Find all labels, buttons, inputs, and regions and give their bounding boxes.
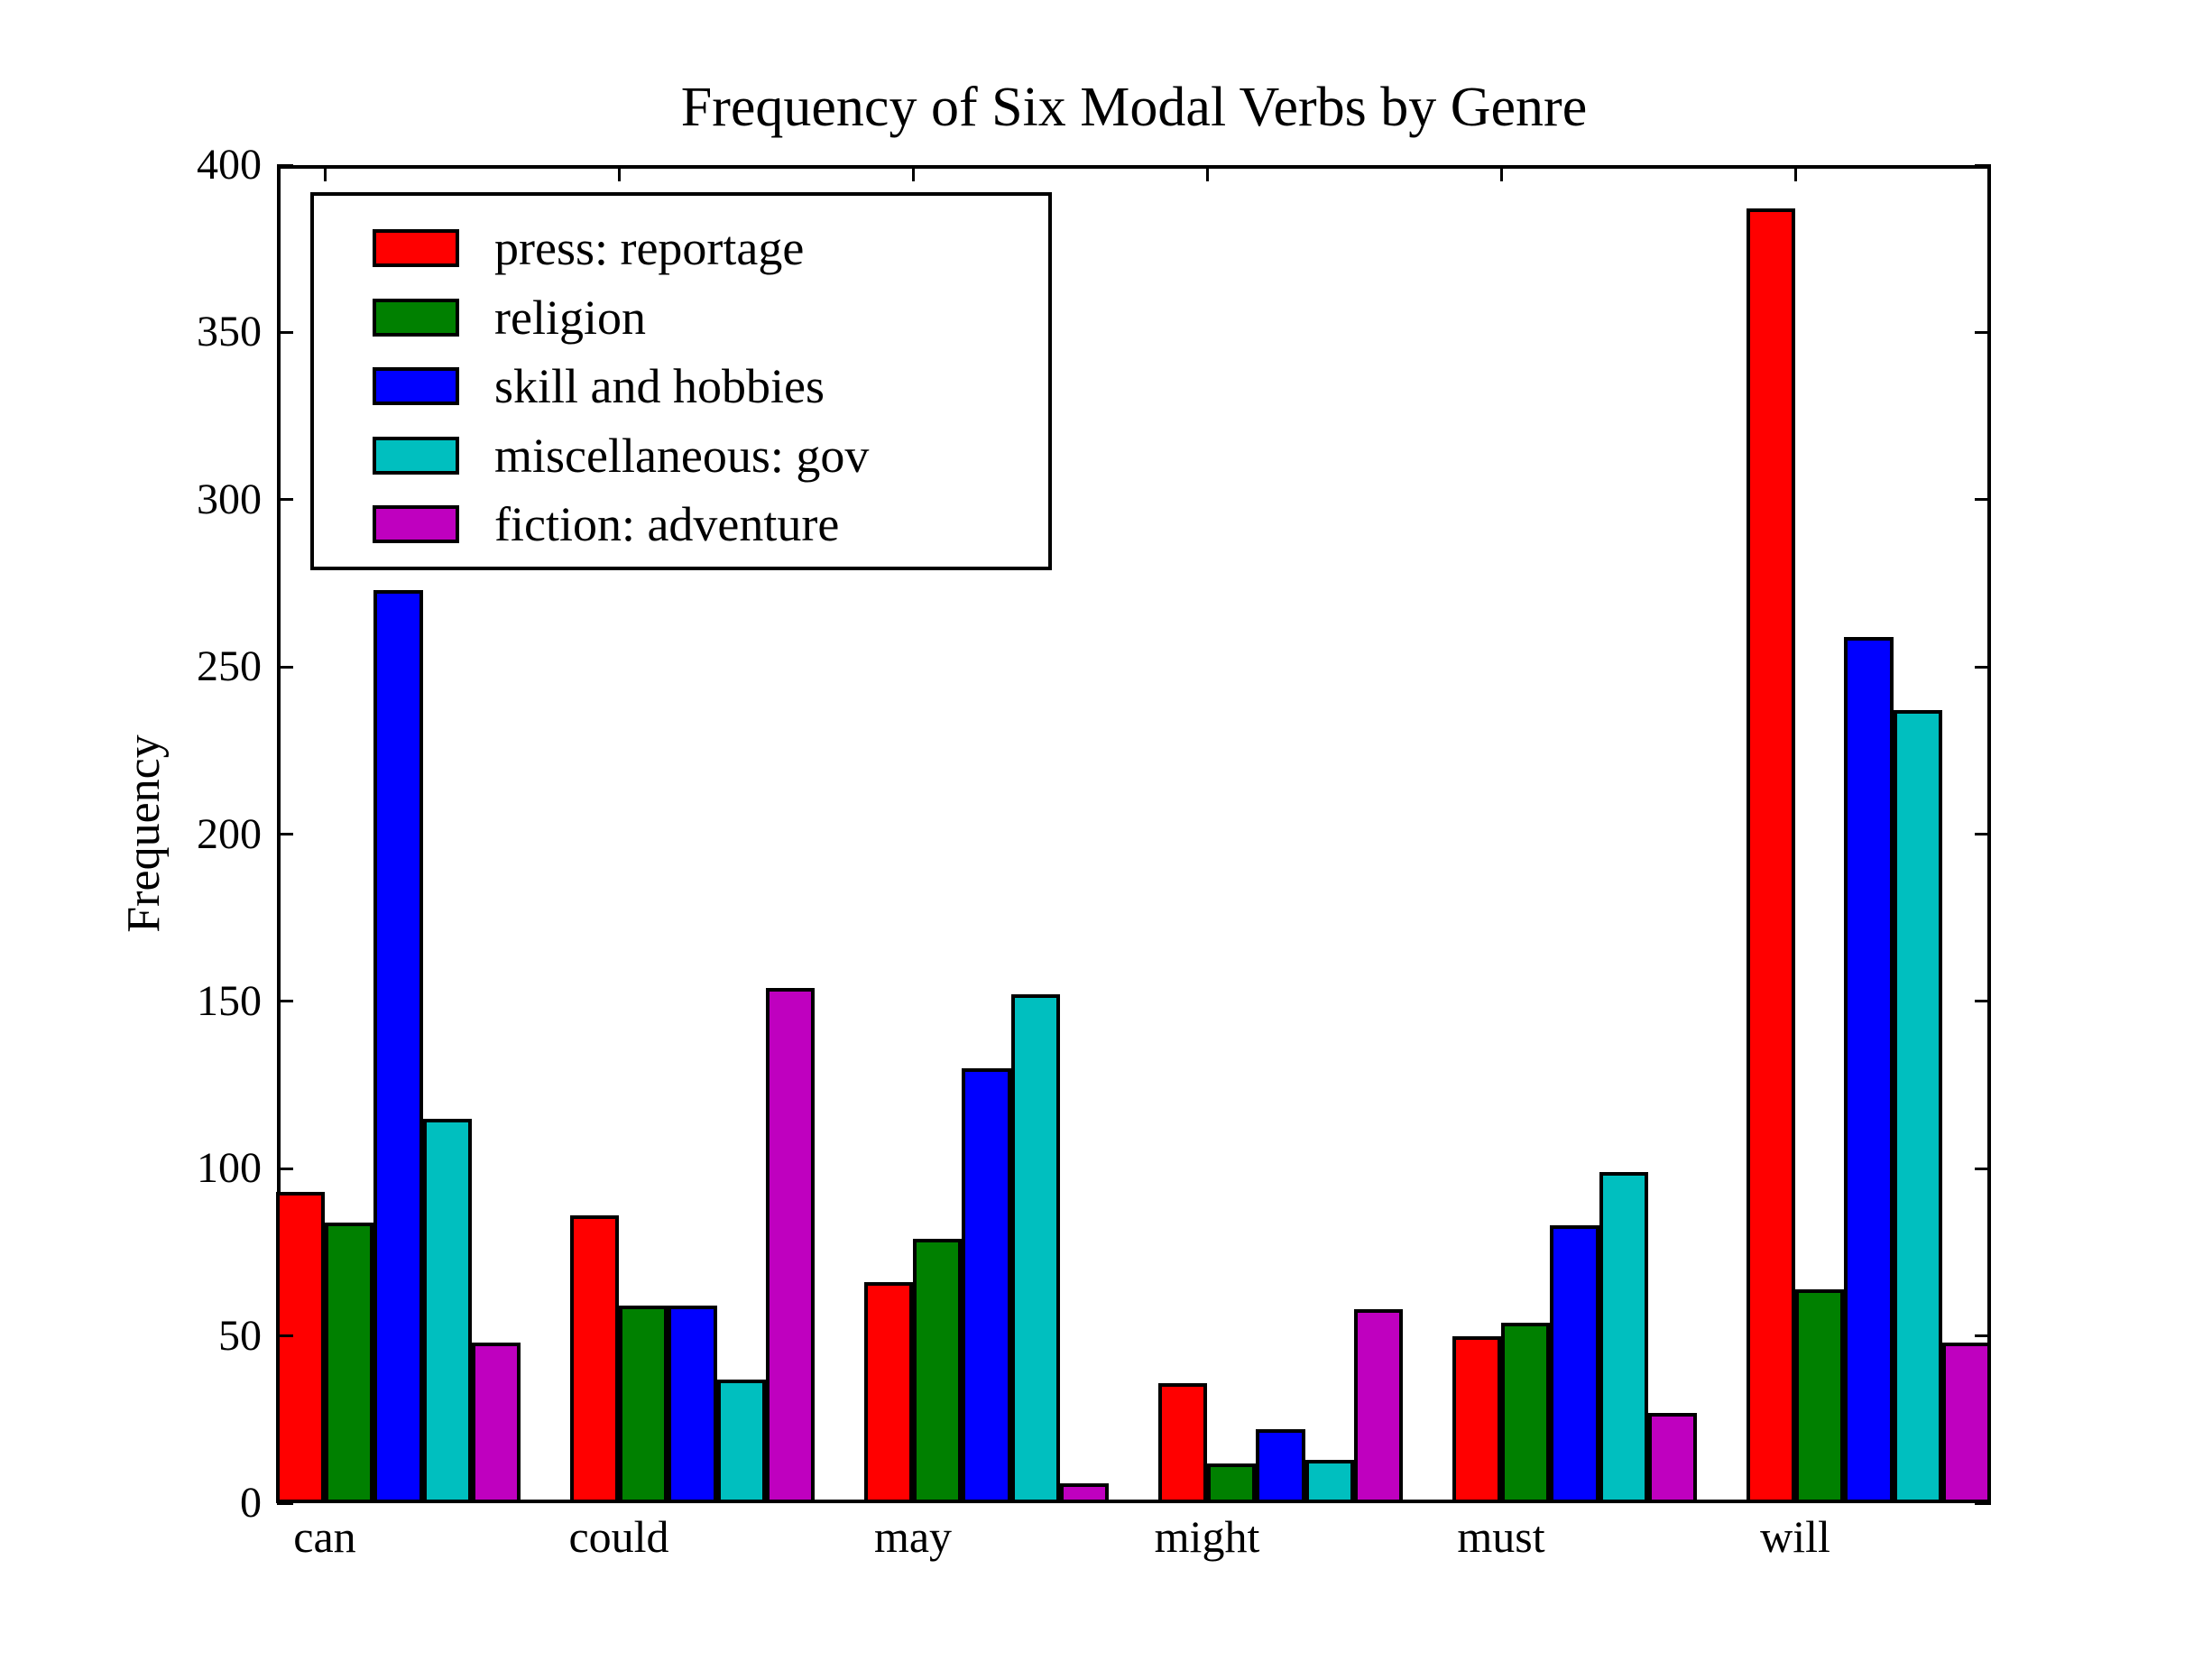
bar-religion-must [1501, 1322, 1551, 1503]
bar-press-reportage-may [863, 1282, 913, 1503]
bar-religion-might [1207, 1463, 1257, 1503]
legend: press: reportage religion skill and hobbie… [310, 192, 1052, 570]
y-tick-right-350 [1975, 330, 1991, 334]
legend-row-skill-and-hobbies: skill and hobbies [314, 360, 1048, 423]
bar-skill-and-hobbies-could [668, 1306, 717, 1503]
bar-miscellaneous-gov-can [422, 1118, 473, 1503]
y-tick-label-50: 50 [218, 1311, 262, 1360]
bar-fiction-adventure-might [1354, 1308, 1404, 1503]
bar-skill-and-hobbies-will [1844, 636, 1894, 1503]
y-tick-label-100: 100 [197, 1144, 262, 1193]
y-tick-left-400 [277, 163, 293, 167]
bar-miscellaneous-gov-must [1599, 1171, 1649, 1503]
y-tick-label-0: 0 [240, 1479, 262, 1527]
y-tick-right-300 [1975, 498, 1991, 502]
y-tick-right-200 [1975, 833, 1991, 836]
legend-swatch-miscellaneous-gov [373, 436, 459, 475]
y-tick-right-400 [1975, 163, 1991, 167]
legend-swatch-religion [373, 298, 459, 337]
y-tick-label-350: 350 [197, 308, 262, 356]
bar-fiction-adventure-could [766, 988, 816, 1503]
bar-fiction-adventure-must [1648, 1412, 1698, 1503]
y-tick-right-0 [1975, 1501, 1991, 1505]
bar-fiction-adventure-can [472, 1343, 521, 1503]
x-tick-label-can: can [293, 1511, 356, 1562]
x-tick-will [1793, 165, 1797, 181]
y-tick-left-300 [277, 498, 293, 502]
bar-skill-and-hobbies-must [1550, 1225, 1599, 1503]
y-tick-right-250 [1975, 665, 1991, 669]
x-tick-must [1499, 165, 1503, 181]
y-tick-label-150: 150 [197, 976, 262, 1025]
x-tick-might [1205, 165, 1209, 181]
legend-label-skill-and-hobbies: skill and hobbies [494, 359, 825, 413]
legend-row-fiction-adventure: fiction: adventure [314, 498, 1048, 561]
y-tick-left-100 [277, 1167, 293, 1170]
y-tick-left-150 [277, 1000, 293, 1003]
bar-fiction-adventure-may [1060, 1482, 1110, 1503]
y-tick-left-250 [277, 665, 293, 669]
bar-religion-can [325, 1222, 374, 1503]
y-tick-right-100 [1975, 1167, 1991, 1170]
y-tick-left-350 [277, 330, 293, 334]
bar-religion-could [619, 1306, 668, 1503]
y-tick-left-0 [277, 1501, 293, 1505]
y-tick-label-200: 200 [197, 809, 262, 858]
bar-miscellaneous-gov-will [1893, 710, 1943, 1503]
bar-press-reportage-will [1746, 208, 1795, 1503]
x-tick-label-will: will [1760, 1511, 1830, 1562]
bar-press-reportage-can [275, 1192, 325, 1503]
legend-swatch-fiction-adventure [373, 505, 459, 543]
y-tick-right-150 [1975, 1000, 1991, 1003]
x-tick-can [323, 165, 327, 181]
x-tick-may [911, 165, 915, 181]
y-tick-label-400: 400 [197, 141, 262, 189]
legend-label-religion: religion [494, 290, 646, 345]
x-tick-label-may: may [873, 1511, 953, 1562]
bar-press-reportage-could [569, 1215, 619, 1503]
x-tick-label-might: might [1154, 1511, 1260, 1562]
legend-row-miscellaneous-gov: miscellaneous: gov [314, 429, 1048, 493]
legend-label-press-reportage: press: reportage [494, 221, 805, 275]
bar-skill-and-hobbies-may [962, 1068, 1011, 1503]
x-tick-could [617, 165, 621, 181]
y-tick-left-200 [277, 833, 293, 836]
bar-press-reportage-might [1157, 1382, 1207, 1503]
chart-title: Frequency of Six Modal Verbs by Genre [680, 77, 1588, 138]
bar-religion-will [1795, 1288, 1845, 1503]
y-tick-label-300: 300 [197, 475, 262, 523]
bar-press-reportage-must [1452, 1335, 1501, 1503]
bar-fiction-adventure-will [1942, 1343, 1992, 1503]
x-tick-label-could: could [568, 1511, 669, 1562]
legend-label-fiction-adventure: fiction: adventure [494, 497, 840, 551]
y-tick-right-50 [1975, 1334, 1991, 1338]
bar-miscellaneous-gov-could [716, 1379, 767, 1503]
bar-religion-may [913, 1239, 963, 1503]
y-tick-label-250: 250 [197, 642, 262, 691]
legend-row-press-reportage: press: reportage [314, 222, 1048, 285]
legend-swatch-skill-and-hobbies [373, 367, 459, 405]
bar-miscellaneous-gov-may [1010, 994, 1061, 1503]
legend-label-miscellaneous-gov: miscellaneous: gov [494, 428, 870, 483]
bar-miscellaneous-gov-might [1304, 1459, 1355, 1503]
legend-row-religion: religion [314, 291, 1048, 355]
y-tick-left-50 [277, 1334, 293, 1338]
x-tick-label-must: must [1457, 1511, 1545, 1562]
bar-skill-and-hobbies-might [1256, 1429, 1305, 1503]
legend-swatch-press-reportage [373, 229, 459, 267]
bar-skill-and-hobbies-can [373, 589, 423, 1503]
